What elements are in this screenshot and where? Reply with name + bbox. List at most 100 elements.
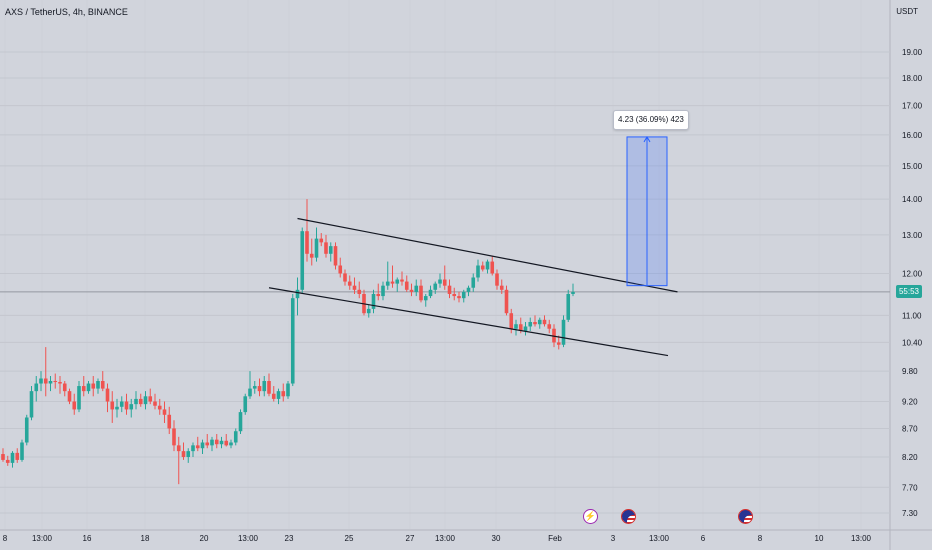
candle-body — [81, 386, 86, 392]
candle-body — [428, 289, 433, 297]
candle-body — [248, 388, 252, 397]
us-flag-icon[interactable] — [738, 509, 753, 524]
x-tick-label: 8 — [758, 534, 763, 543]
x-tick-label: 20 — [200, 534, 209, 543]
x-tick-label: 10 — [815, 534, 824, 543]
candle-body — [5, 459, 10, 463]
candle-body — [262, 381, 267, 392]
y-tick-label: 8.70 — [902, 424, 918, 433]
candle-body — [96, 381, 100, 389]
candle-body — [205, 442, 210, 446]
candle-body — [490, 261, 495, 274]
candle-body — [423, 296, 428, 301]
y-tick-label: 11.00 — [902, 311, 922, 320]
candle-body — [495, 273, 499, 286]
candle-body — [352, 285, 357, 290]
candle-body — [542, 319, 547, 325]
candle-body — [91, 383, 96, 389]
candle-body — [480, 265, 485, 270]
candle-body — [523, 326, 528, 331]
candle-body — [191, 445, 195, 452]
candle-body — [243, 396, 248, 413]
candle-body — [267, 381, 271, 394]
candle-body — [157, 405, 162, 410]
us-flag-icon[interactable] — [621, 509, 636, 524]
candle-body — [414, 285, 419, 292]
candle-body — [319, 238, 324, 243]
candle-body — [305, 231, 309, 254]
y-tick-label: 7.30 — [902, 509, 918, 518]
candle-body — [357, 289, 362, 294]
measure-label: 4.23 (36.09%) 423 — [613, 109, 689, 130]
candle-body — [15, 452, 20, 460]
candle-body — [499, 285, 504, 290]
bolt-icon[interactable]: ⚡ — [583, 509, 598, 524]
candle-body — [371, 293, 376, 309]
candle-body — [67, 391, 72, 402]
y-tick-label: 12.00 — [902, 269, 923, 278]
candle-body — [457, 296, 461, 299]
candle-body — [561, 319, 566, 345]
candle-body — [309, 253, 314, 258]
candle-body — [366, 308, 371, 314]
x-tick-label: 13:00 — [851, 534, 872, 543]
candle-body — [281, 391, 286, 397]
candle-body — [466, 287, 471, 292]
candle-body — [537, 319, 542, 325]
y-tick-label: 9.20 — [902, 398, 918, 407]
candle-body — [566, 293, 571, 320]
candle-body — [461, 291, 466, 299]
candle-body — [39, 378, 43, 384]
x-tick-label: 13:00 — [435, 534, 456, 543]
y-tick-label: 16.00 — [902, 131, 923, 140]
candle-body — [153, 401, 157, 406]
x-tick-label: 25 — [345, 534, 354, 543]
y-tick-label: 17.00 — [902, 102, 923, 111]
candle-body — [471, 277, 476, 288]
x-tick-label: 30 — [492, 534, 501, 543]
candle-body — [100, 381, 105, 389]
candle-body — [77, 386, 81, 410]
candle-body — [338, 265, 343, 274]
candle-body — [433, 283, 438, 290]
candle-body — [452, 293, 457, 297]
candle-body — [328, 246, 333, 254]
upper-trendline — [297, 217, 678, 293]
candle-body — [552, 328, 556, 343]
candle-body — [48, 381, 53, 384]
candle-body — [1, 454, 5, 460]
candle-body — [409, 289, 414, 292]
candle-body — [115, 406, 119, 410]
symbol-title[interactable]: AXS / TetherUS, 4h, BINANCE — [5, 7, 128, 17]
candle-body — [252, 386, 257, 389]
candle-body — [62, 383, 67, 392]
x-tick-label: Feb — [548, 534, 562, 543]
candle-body — [72, 401, 77, 410]
candle-body — [58, 382, 62, 384]
candle-body — [24, 417, 29, 443]
candle-body — [195, 445, 200, 449]
x-tick-label: 18 — [141, 534, 150, 543]
x-tick-label: 13:00 — [649, 534, 670, 543]
candle-body — [404, 281, 409, 290]
candle-body — [324, 242, 328, 254]
candle-body — [219, 440, 224, 445]
candle-body — [438, 279, 442, 284]
candle-body — [376, 293, 381, 297]
x-tick-label: 3 — [611, 534, 616, 543]
candle-body — [556, 342, 561, 345]
currency-label[interactable]: USDT — [896, 7, 918, 16]
candle-body — [509, 313, 514, 329]
candle-body — [105, 388, 110, 402]
candle-body — [138, 398, 143, 405]
y-tick-label: 14.00 — [902, 195, 923, 204]
candle-body — [229, 442, 233, 446]
y-tick-label: 8.20 — [902, 453, 918, 462]
lower-trendline — [268, 287, 669, 357]
candle-body — [143, 396, 148, 405]
candle-body — [29, 391, 34, 418]
x-tick-label: 6 — [701, 534, 706, 543]
candle-body — [214, 439, 219, 445]
